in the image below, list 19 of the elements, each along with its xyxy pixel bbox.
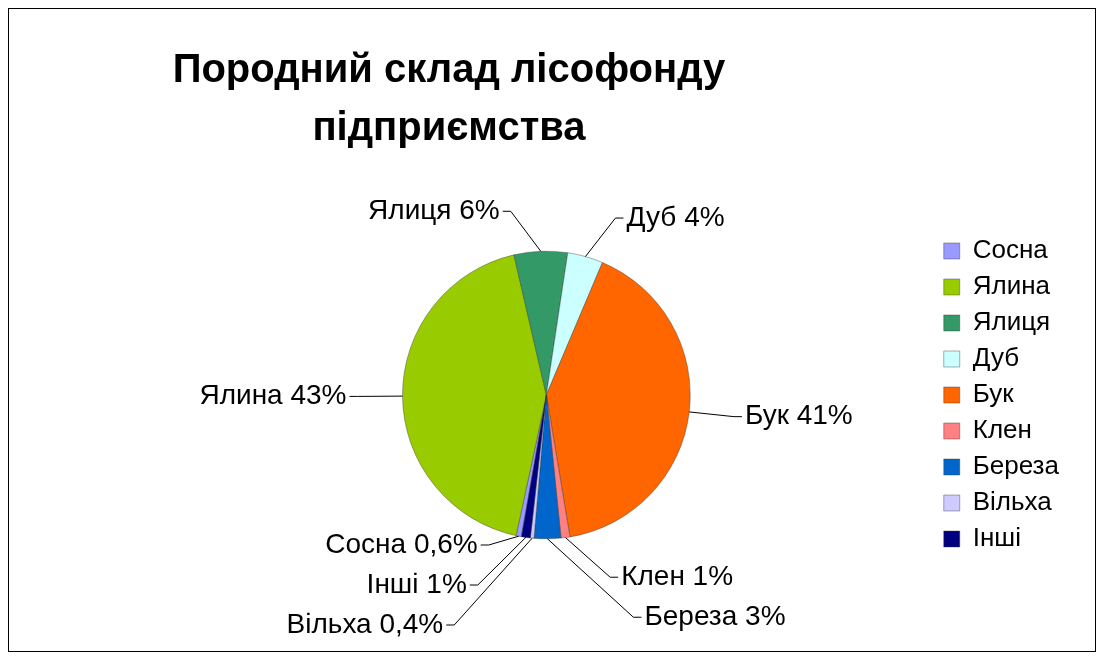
legend-label: Вільха <box>972 486 1053 517</box>
legend-label: Дуб <box>972 342 1020 373</box>
legend-label: Інші <box>972 522 1021 553</box>
legend-label: Сосна <box>972 234 1049 265</box>
category-label: Бук 41% <box>744 399 853 431</box>
category-label: Вільха 0,4% <box>286 607 444 639</box>
chart-title: Породний склад лісофонду підприємства <box>171 45 727 150</box>
category-label: Сосна 0,6% <box>325 527 478 559</box>
category-label: Береза 3% <box>644 599 786 631</box>
legend-label: Береза <box>972 450 1060 481</box>
legend-label: Ялина <box>972 270 1051 301</box>
category-label: Клен 1% <box>621 559 734 591</box>
category-label: Інші 1% <box>366 567 467 599</box>
category-label: Ялина 43% <box>199 379 347 411</box>
legend-label: Клен <box>972 414 1032 445</box>
legend-label: Ялиця <box>972 306 1051 337</box>
category-label: Дуб 4% <box>626 200 725 232</box>
legend-label: Бук <box>972 378 1015 409</box>
category-label: Ялиця 6% <box>368 194 500 225</box>
